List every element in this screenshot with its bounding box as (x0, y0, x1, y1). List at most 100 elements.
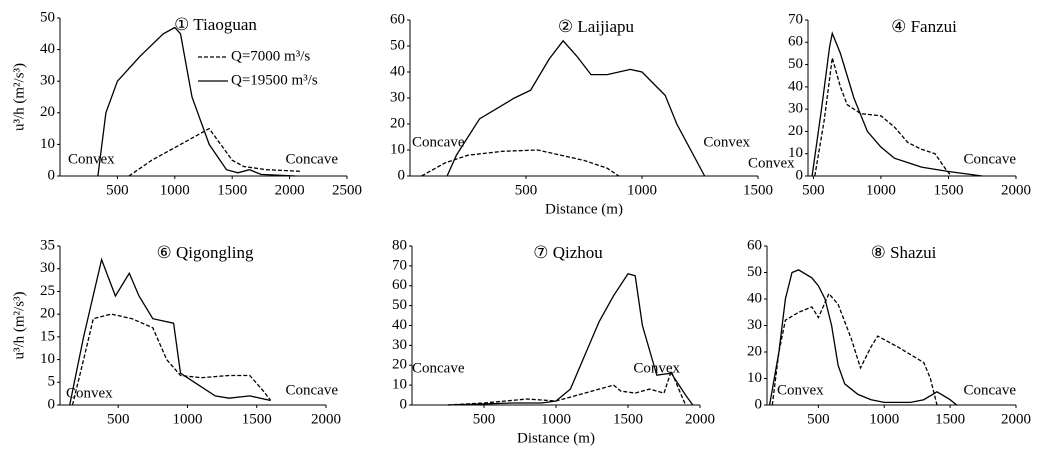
annotation: Concave (286, 382, 339, 398)
x-tick-label: 2000 (1001, 411, 1031, 427)
y-tick-label: 0 (48, 167, 56, 183)
y-tick-label: 0 (398, 167, 406, 183)
y-tick-label: 60 (747, 237, 762, 253)
y-tick-label: 50 (390, 37, 405, 53)
line (447, 369, 687, 406)
y-tick-label: 40 (40, 41, 55, 57)
x-tick-label: 1500 (217, 182, 247, 198)
panel-title: ② Laijiapu (558, 17, 635, 36)
x-tick-label: 500 (106, 182, 129, 198)
y-tick-label: 40 (390, 63, 405, 79)
y-tick-label: 10 (40, 351, 55, 367)
y-tick-label: 20 (788, 123, 803, 139)
x-tick-label: 1500 (935, 411, 965, 427)
panel-title: ⑥ Qigongling (157, 243, 254, 262)
y-tick-label: 0 (755, 396, 763, 412)
x-tick-label: 1000 (172, 411, 202, 427)
annotation: Concave (964, 151, 1017, 167)
x-tick-label: 1500 (613, 411, 643, 427)
y-tick-label: 40 (788, 78, 803, 94)
line (768, 269, 958, 406)
y-tick-label: 50 (392, 297, 407, 313)
y-tick-label: 35 (40, 237, 55, 253)
x-tick-label: 1000 (541, 411, 571, 427)
y-tick-label: 60 (390, 11, 405, 27)
annotation: Concave (964, 382, 1017, 398)
x-tick-label: 1000 (160, 182, 190, 198)
x-tick-label: 2500 (332, 182, 362, 198)
x-tick-label: 500 (515, 182, 538, 198)
y-axis-label: u³/h (m²/s³) (11, 291, 27, 359)
y-tick-label: 60 (788, 34, 803, 50)
y-tick-label: 20 (40, 306, 55, 322)
y-tick-label: 60 (392, 277, 407, 293)
y-tick-label: 30 (747, 317, 762, 333)
x-tick-label: 1500 (242, 411, 272, 427)
y-tick-label: 30 (392, 337, 407, 353)
legend-label: Q=19500 m³/s (231, 72, 318, 88)
annotation: Convex (748, 155, 795, 171)
x-tick-label: 1000 (869, 411, 899, 427)
legend-label: Q=7000 m³/s (231, 48, 310, 64)
annotation: Concave (412, 360, 465, 376)
x-tick-label: 2000 (311, 411, 341, 427)
annotation: Convex (68, 151, 115, 167)
y-tick-label: 40 (747, 290, 762, 306)
y-tick-label: 15 (40, 328, 55, 344)
y-tick-label: 50 (747, 264, 762, 280)
y-tick-label: 25 (40, 283, 55, 299)
x-tick-label: 500 (473, 411, 496, 427)
x-tick-label: 500 (107, 411, 130, 427)
y-tick-label: 20 (40, 104, 55, 120)
line (447, 273, 694, 406)
y-tick-label: 10 (788, 145, 803, 161)
x-tick-label: 1000 (627, 182, 657, 198)
x-tick-label: 1500 (743, 182, 773, 198)
y-tick-label: 0 (48, 396, 56, 412)
annotation: Concave (412, 134, 465, 150)
line (771, 292, 938, 406)
panel-title: ⑧ Shazui (871, 243, 937, 262)
x-axis-label: Distance (m) (517, 430, 595, 446)
x-tick-label: 2000 (275, 182, 305, 198)
line (421, 149, 620, 177)
panel-title: ④ Fanzui (891, 17, 957, 36)
annotation: Convex (66, 385, 113, 401)
y-tick-label: 80 (392, 237, 407, 253)
line (97, 26, 296, 177)
panel-title: ⑦ Qizhou (533, 243, 603, 262)
y-tick-label: 70 (392, 257, 407, 273)
line (128, 127, 302, 177)
x-axis-label: Distance (m) (545, 201, 623, 217)
x-tick-label: 500 (802, 182, 825, 198)
x-tick-label: 500 (807, 411, 830, 427)
x-tick-label: 1500 (933, 182, 963, 198)
line (71, 313, 272, 406)
y-tick-label: 70 (788, 11, 803, 27)
y-tick-label: 0 (400, 396, 408, 412)
y-tick-label: 20 (747, 343, 762, 359)
y-tick-label: 50 (40, 9, 55, 25)
y-tick-label: 10 (747, 370, 762, 386)
x-tick-label: 2000 (685, 411, 715, 427)
line (811, 31, 983, 177)
line (446, 39, 706, 177)
y-axis-label: u³/h (m²/s³) (11, 63, 27, 131)
annotation: Convex (777, 382, 824, 398)
y-tick-label: 0 (796, 167, 804, 183)
line (814, 57, 952, 177)
annotation: Convex (703, 134, 750, 150)
y-tick-label: 10 (392, 377, 407, 393)
y-tick-label: 20 (392, 357, 407, 373)
y-tick-label: 10 (390, 141, 405, 157)
y-tick-label: 5 (48, 374, 56, 390)
annotation: Convex (633, 360, 680, 376)
y-tick-label: 30 (40, 73, 55, 89)
annotation: Concave (286, 151, 339, 167)
x-tick-label: 1000 (866, 182, 896, 198)
y-tick-label: 50 (788, 56, 803, 72)
line (69, 257, 271, 406)
y-tick-label: 20 (390, 115, 405, 131)
x-tick-label: 2000 (1001, 182, 1031, 198)
